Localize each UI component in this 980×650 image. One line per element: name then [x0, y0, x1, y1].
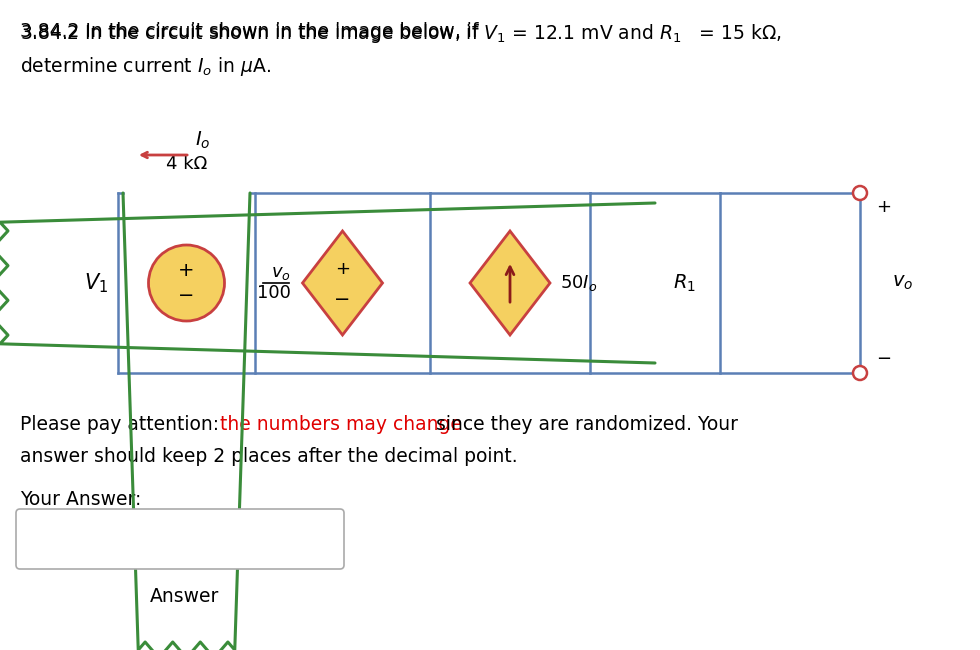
- Text: $\it{I}_o$: $\it{I}_o$: [195, 130, 211, 151]
- Text: +: +: [876, 198, 891, 216]
- Text: Please pay attention:: Please pay attention:: [20, 415, 225, 434]
- Text: $\it{R}_1$: $\it{R}_1$: [673, 272, 696, 294]
- Text: Your Answer:: Your Answer:: [20, 490, 141, 509]
- Text: −: −: [334, 289, 351, 309]
- Text: $\it{v}_o$: $\it{v}_o$: [270, 264, 290, 282]
- FancyBboxPatch shape: [16, 509, 344, 569]
- Text: since they are randomized. Your: since they are randomized. Your: [430, 415, 738, 434]
- Text: the numbers may change: the numbers may change: [220, 415, 462, 434]
- Text: +: +: [178, 261, 195, 280]
- Text: 3.84.2 In the circuit shown in the image below, if: 3.84.2 In the circuit shown in the image…: [20, 22, 484, 41]
- Polygon shape: [303, 231, 382, 335]
- Text: $\it{v}_o$: $\it{v}_o$: [892, 274, 913, 292]
- Text: determine current $I_o$ in $\mu$A.: determine current $I_o$ in $\mu$A.: [20, 55, 271, 78]
- Text: Answer: Answer: [150, 587, 220, 606]
- Text: $\it{V}_1$: $\it{V}_1$: [84, 271, 108, 295]
- Text: −: −: [178, 287, 195, 305]
- Text: $50\it{I}_o$: $50\it{I}_o$: [560, 273, 598, 293]
- Text: answer should keep 2 places after the decimal point.: answer should keep 2 places after the de…: [20, 447, 517, 466]
- Circle shape: [149, 245, 224, 321]
- Text: −: −: [876, 350, 891, 368]
- Circle shape: [853, 366, 867, 380]
- Text: 3.84.2 In the circuit shown in the image below, if $V_1$ = 12.1 mV and $R_1$   =: 3.84.2 In the circuit shown in the image…: [20, 22, 782, 45]
- Text: 100: 100: [257, 284, 290, 302]
- Circle shape: [853, 186, 867, 200]
- Polygon shape: [470, 231, 550, 335]
- Text: +: +: [335, 260, 350, 278]
- Text: 4 kΩ: 4 kΩ: [166, 155, 207, 173]
